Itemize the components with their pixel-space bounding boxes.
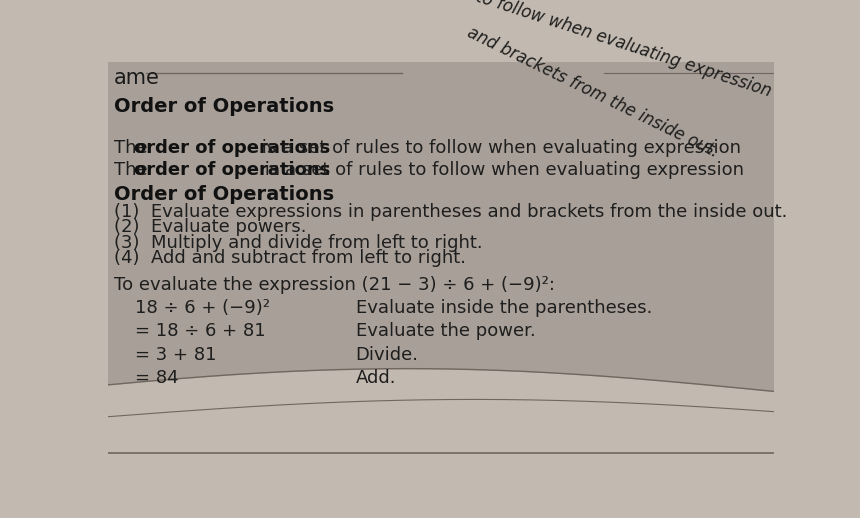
Text: order of operations: order of operations (134, 161, 330, 179)
Text: = 3 + 81: = 3 + 81 (135, 346, 216, 364)
Text: = 84: = 84 (135, 369, 178, 386)
Text: The: The (114, 161, 153, 179)
Text: Order of Operations: Order of Operations (114, 97, 334, 116)
Text: is a set of rules to follow when evaluating expression: is a set of rules to follow when evaluat… (260, 161, 745, 179)
Text: Order of Operations: Order of Operations (114, 185, 334, 205)
Text: Add.: Add. (355, 369, 396, 386)
Text: order of operations: order of operations (134, 139, 330, 157)
Text: The: The (114, 139, 153, 157)
Text: is a set of rules to follow when evaluating expression: is a set of rules to follow when evaluat… (256, 139, 741, 157)
Text: 18 ÷ 6 + (−9)²: 18 ÷ 6 + (−9)² (135, 299, 270, 318)
Text: Evaluate the power.: Evaluate the power. (355, 322, 535, 340)
Text: Divide.: Divide. (355, 346, 419, 364)
Text: (1)  Evaluate expressions in parentheses and brackets from the inside out.: (1) Evaluate expressions in parentheses … (114, 203, 787, 221)
Text: ame: ame (114, 68, 160, 89)
Polygon shape (108, 62, 774, 392)
Text: and brackets from the inside out.: and brackets from the inside out. (464, 23, 721, 161)
Text: (2)  Evaluate powers.: (2) Evaluate powers. (114, 219, 306, 237)
Text: (3)  Multiply and divide from left to right.: (3) Multiply and divide from left to rig… (114, 234, 482, 252)
Text: = 18 ÷ 6 + 81: = 18 ÷ 6 + 81 (135, 322, 265, 340)
Text: is a set of rules to follow when evaluating expression: is a set of rules to follow when evaluat… (347, 0, 773, 100)
Text: To evaluate the expression (21 − 3) ÷ 6 + (−9)²:: To evaluate the expression (21 − 3) ÷ 6 … (114, 276, 555, 294)
Text: Evaluate inside the parentheses.: Evaluate inside the parentheses. (355, 299, 652, 318)
Text: (4)  Add and subtract from left to right.: (4) Add and subtract from left to right. (114, 249, 466, 267)
